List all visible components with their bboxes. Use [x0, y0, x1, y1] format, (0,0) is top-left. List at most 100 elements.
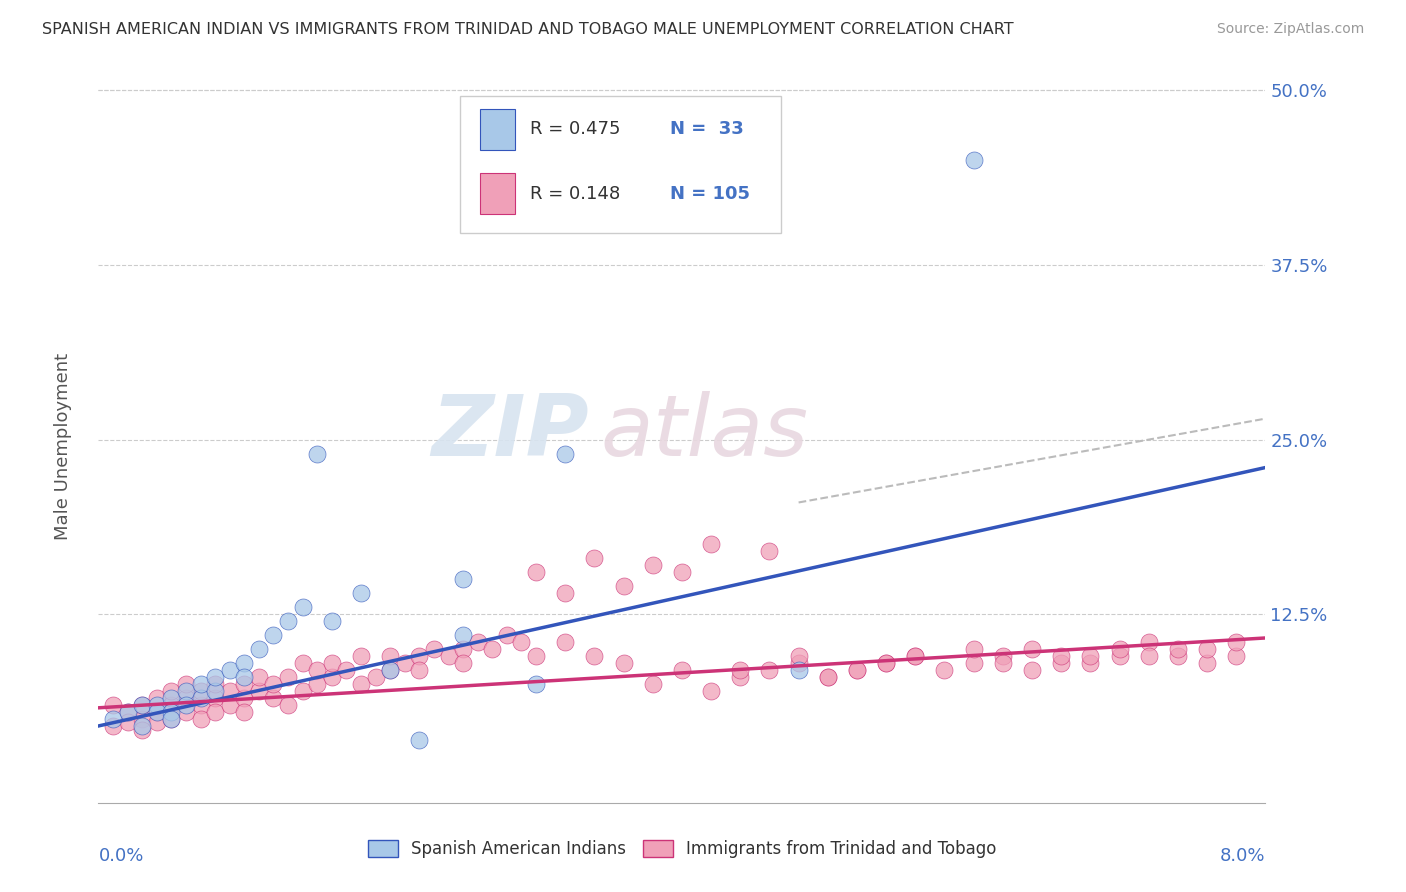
Point	[233, 677, 256, 691]
Point	[233, 691, 256, 706]
Point	[641, 677, 664, 691]
FancyBboxPatch shape	[479, 173, 515, 214]
Point	[146, 705, 169, 719]
Point	[131, 719, 153, 733]
Point	[131, 698, 153, 712]
Point	[700, 684, 723, 698]
Point	[160, 684, 183, 698]
Point	[262, 628, 284, 642]
Point	[451, 572, 474, 586]
Point	[277, 698, 299, 712]
Text: atlas: atlas	[600, 391, 808, 475]
Point	[146, 714, 169, 729]
Point	[291, 684, 314, 698]
Point	[991, 649, 1014, 664]
Point	[146, 691, 169, 706]
Point	[291, 656, 314, 670]
Point	[904, 649, 927, 664]
Point	[612, 579, 634, 593]
Point	[233, 670, 256, 684]
Point	[350, 586, 373, 600]
Point	[451, 656, 474, 670]
Point	[1108, 642, 1130, 657]
Point	[380, 663, 402, 677]
Point	[671, 566, 693, 580]
Point	[131, 723, 153, 738]
Point	[146, 705, 169, 719]
Point	[204, 684, 226, 698]
Point	[131, 698, 153, 712]
Point	[730, 663, 752, 677]
Point	[1080, 656, 1102, 670]
Text: N = 105: N = 105	[671, 186, 751, 203]
Point	[787, 663, 810, 677]
Point	[190, 684, 212, 698]
Point	[758, 544, 780, 558]
Point	[787, 656, 810, 670]
Point	[408, 649, 430, 664]
Point	[1137, 635, 1160, 649]
Point	[934, 663, 956, 677]
Text: R = 0.148: R = 0.148	[530, 186, 620, 203]
Point	[190, 712, 212, 726]
Point	[1021, 642, 1043, 657]
FancyBboxPatch shape	[479, 109, 515, 150]
Point	[437, 649, 460, 664]
Point	[262, 677, 284, 691]
Text: N =  33: N = 33	[671, 120, 744, 138]
Point	[1167, 649, 1189, 664]
Point	[524, 677, 547, 691]
Point	[1197, 656, 1219, 670]
Text: ZIP: ZIP	[430, 391, 589, 475]
Point	[233, 705, 256, 719]
Point	[845, 663, 868, 677]
Point	[1167, 642, 1189, 657]
Point	[174, 691, 197, 706]
Point	[174, 684, 197, 698]
Point	[247, 684, 270, 698]
Text: Source: ZipAtlas.com: Source: ZipAtlas.com	[1216, 22, 1364, 37]
Legend: Spanish American Indians, Immigrants from Trinidad and Tobago: Spanish American Indians, Immigrants fro…	[361, 833, 1002, 865]
Point	[1050, 656, 1073, 670]
Point	[962, 642, 984, 657]
Point	[218, 663, 240, 677]
Point	[700, 537, 723, 551]
Point	[204, 670, 226, 684]
Point	[350, 649, 373, 664]
Point	[671, 663, 693, 677]
Point	[247, 670, 270, 684]
Point	[160, 691, 183, 706]
Point	[641, 558, 664, 573]
Point	[1137, 649, 1160, 664]
Point	[307, 446, 329, 460]
Point	[321, 614, 343, 628]
Point	[962, 656, 984, 670]
Point	[1021, 663, 1043, 677]
Point	[190, 698, 212, 712]
Point	[524, 566, 547, 580]
Point	[1108, 649, 1130, 664]
Point	[451, 628, 474, 642]
Point	[218, 698, 240, 712]
Point	[321, 656, 343, 670]
Point	[321, 670, 343, 684]
Point	[408, 663, 430, 677]
Point	[204, 691, 226, 706]
Point	[160, 712, 183, 726]
Point	[174, 705, 197, 719]
Point	[160, 705, 183, 719]
Point	[131, 712, 153, 726]
Point	[962, 153, 984, 168]
Point	[1197, 642, 1219, 657]
Point	[174, 698, 197, 712]
Point	[160, 698, 183, 712]
Point	[174, 677, 197, 691]
Point	[554, 635, 576, 649]
Point	[730, 670, 752, 684]
Point	[307, 663, 329, 677]
Point	[218, 684, 240, 698]
Text: 8.0%: 8.0%	[1220, 847, 1265, 865]
Point	[190, 677, 212, 691]
Point	[307, 677, 329, 691]
Point	[335, 663, 357, 677]
